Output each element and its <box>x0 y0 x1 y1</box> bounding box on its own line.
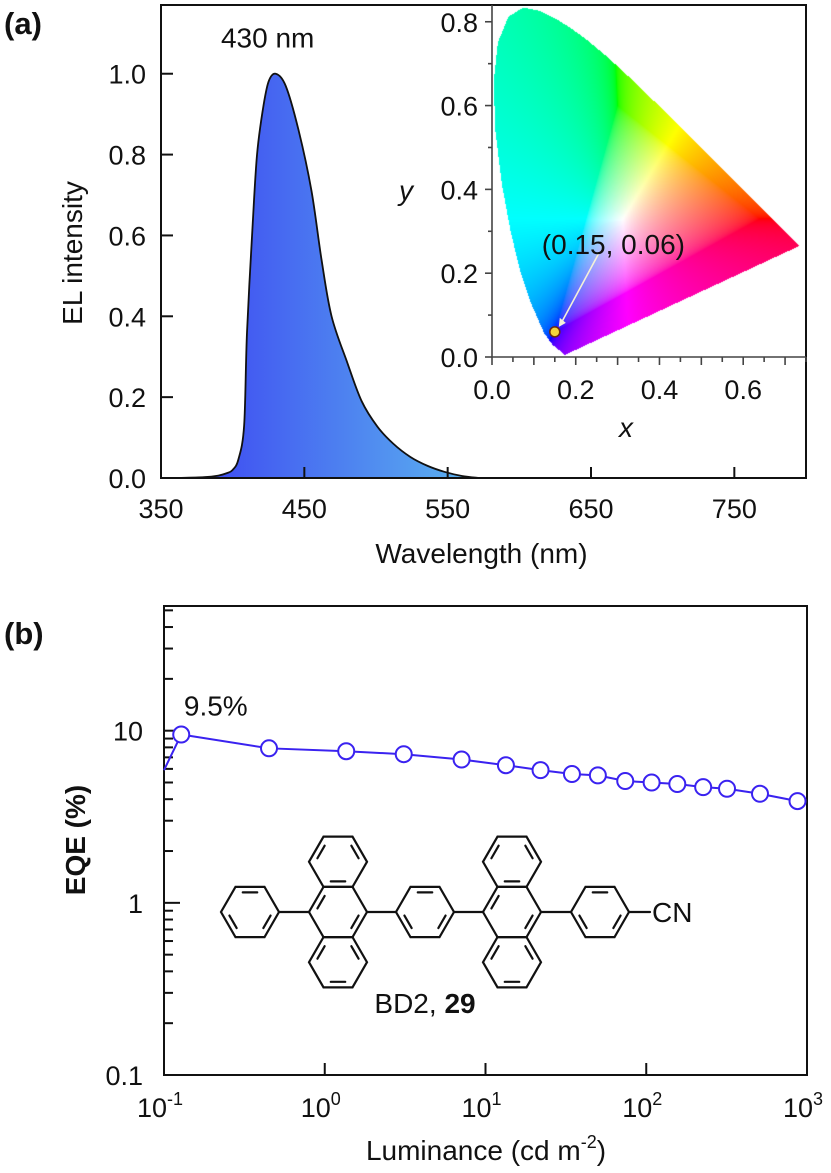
x-tick-label: 750 <box>712 494 757 524</box>
eqe-marker <box>496 756 515 775</box>
double-bond <box>524 945 534 960</box>
spectrum-area <box>175 73 480 478</box>
anthracene-ring <box>307 936 369 989</box>
y-tick-label: 10 <box>113 717 143 747</box>
x-tick-label: 10-1 <box>137 1089 183 1123</box>
plot-frame-a <box>160 4 807 479</box>
anthracene-ring <box>481 885 543 939</box>
max-eqe-annotation: 9.5% <box>184 691 248 722</box>
x-tick-label: 550 <box>425 494 470 524</box>
x-tick-base: 10 <box>461 1093 491 1123</box>
molecule-name-label: BD2, 29 <box>374 988 475 1019</box>
phenylene-ring <box>394 885 456 939</box>
y-tick-label: 0.4 <box>108 302 146 332</box>
eqe-marker <box>562 765 581 784</box>
x-tick-label: 103 <box>783 1089 823 1123</box>
double-bond <box>350 945 360 960</box>
x-axis-title-main: Luminance (cd m <box>366 1135 581 1166</box>
x-axis-title-sup: -2 <box>581 1132 597 1152</box>
eqe-marker <box>337 742 356 761</box>
double-bond <box>524 844 534 860</box>
anthracene-ring <box>481 835 543 888</box>
x-axis-title: Luminance (cd m-2) <box>366 1132 606 1166</box>
double-bond <box>437 914 447 930</box>
double-bond <box>350 844 360 860</box>
y-tick-label: 1.0 <box>108 60 146 90</box>
double-bond <box>350 914 360 930</box>
benzonitrile-ring <box>569 885 631 939</box>
x-tick-base: 10 <box>301 1093 331 1123</box>
panel-a-label: (a) <box>4 6 42 41</box>
double-bond <box>262 914 272 930</box>
x-tick-label: 350 <box>138 494 183 524</box>
eqe-marker <box>668 775 687 794</box>
x-tick-exponent: -1 <box>167 1089 183 1109</box>
phenyl-ring <box>219 885 281 939</box>
x-tick-label: 450 <box>282 494 327 524</box>
double-bond <box>524 914 534 930</box>
x-tick-base: 10 <box>783 1093 813 1123</box>
eqe-marker <box>172 725 191 744</box>
cie-chromaticity-diagram <box>492 5 806 357</box>
anthracene-ring <box>307 835 369 888</box>
eqe-marker <box>588 766 607 785</box>
y-axis-title: EL intensity <box>57 181 88 325</box>
x-axis-title-end: ) <box>597 1135 606 1166</box>
x-tick-exponent: 3 <box>813 1089 823 1109</box>
eqe-marker <box>642 773 661 792</box>
double-bond <box>490 844 500 860</box>
molecule-substituent-label: CN <box>652 897 692 928</box>
eqe-marker <box>452 750 471 769</box>
x-axis-title: Wavelength (nm) <box>375 538 587 569</box>
double-bond <box>490 894 500 910</box>
x-tick-exponent: 0 <box>331 1089 341 1109</box>
x-tick-label: 102 <box>622 1089 662 1123</box>
eqe-marker <box>718 779 737 798</box>
el-spectrum-chart: 0.0 0.2 0.4 0.6 0.8 1.0 350 450 550 650 750 Wavelen… <box>57 4 807 569</box>
double-bond <box>316 844 326 860</box>
peak-annotation: 430 nm <box>221 22 314 53</box>
double-bond <box>316 894 326 910</box>
double-bond <box>578 914 588 930</box>
x-tick-exponent: 2 <box>652 1089 662 1109</box>
double-bond <box>403 914 413 930</box>
molecule-name: BD2, <box>374 988 444 1019</box>
eqe-marker <box>694 778 713 797</box>
y-tick-label: 0.2 <box>108 383 146 413</box>
x-tick-base: 10 <box>622 1093 652 1123</box>
y-tick-label: 0.0 <box>108 464 146 494</box>
molecule-number: 29 <box>444 988 475 1019</box>
anthracene-ring <box>307 885 369 939</box>
eqe-marker <box>531 761 550 780</box>
eqe-marker <box>260 739 279 758</box>
eqe-marker <box>750 784 769 803</box>
eqe-marker <box>394 745 413 764</box>
y-tick-label: 0.8 <box>108 141 146 171</box>
eqe-marker <box>788 792 807 811</box>
double-bond <box>228 914 238 930</box>
y-axis-title: EQE (%) <box>60 785 91 895</box>
x-tick-label: 101 <box>461 1089 501 1123</box>
x-tick-exponent: 1 <box>492 1089 502 1109</box>
spectrum-line <box>175 72 480 479</box>
molecule-structure <box>219 835 652 989</box>
double-bond <box>612 914 622 930</box>
y-tick-label: 0.1 <box>105 1061 143 1091</box>
y-tick-label: 0.6 <box>108 221 146 251</box>
y-tick-label: 1 <box>128 889 143 919</box>
plot-frame-b <box>163 605 808 1076</box>
double-bond <box>490 945 500 960</box>
x-tick-label: 650 <box>568 494 613 524</box>
anthracene-ring <box>481 936 543 989</box>
x-tick-label: 100 <box>301 1089 341 1123</box>
eqe-marker <box>616 772 635 791</box>
double-bond <box>316 945 326 960</box>
panel-b-label: (b) <box>4 616 44 651</box>
x-tick-base: 10 <box>137 1093 167 1123</box>
